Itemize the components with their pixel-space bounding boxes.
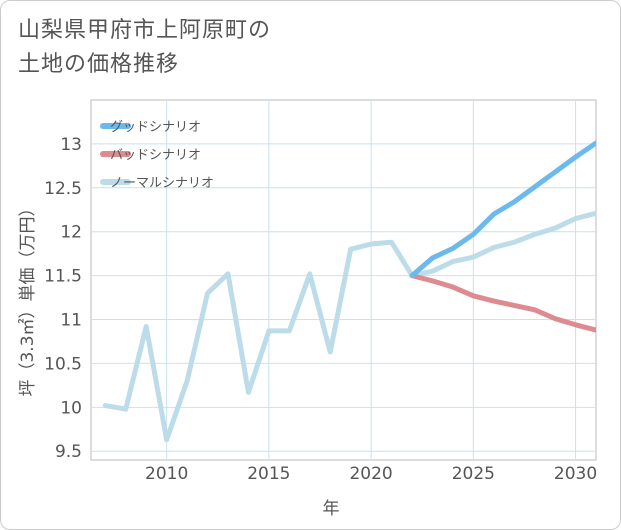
x-tick-label: 2025 xyxy=(452,464,495,484)
legend-label-1: バッドシナリオ xyxy=(110,148,201,163)
y-tick-label: 11 xyxy=(60,311,82,331)
y-tick-label: 10 xyxy=(60,398,82,418)
series-line-2 xyxy=(102,210,596,443)
series-lines xyxy=(102,140,596,443)
chart-title-line-2: 土地の価格推移 xyxy=(18,52,180,77)
y-tick-label: 12.5 xyxy=(44,179,82,199)
legend-label-2: ノーマルシナリオ xyxy=(110,176,214,191)
y-tick-label: 11.5 xyxy=(44,267,82,287)
y-tick-label: 13 xyxy=(60,135,82,155)
y-axis-ticks: 9.5 10 10.5 11 11.5 12 12.5 13 xyxy=(44,135,82,462)
y-tick-label: 10.5 xyxy=(44,354,82,374)
x-axis-label: 年 xyxy=(323,499,340,519)
series-line-0 xyxy=(409,140,596,279)
y-tick-label: 12 xyxy=(60,223,82,243)
series-line-1 xyxy=(409,273,596,333)
x-tick-label: 2010 xyxy=(145,464,188,484)
y-tick-label: 9.5 xyxy=(55,442,82,462)
chart-title: 山梨県甲府市上阿原町の 土地の価格推移 xyxy=(18,14,438,82)
x-tick-label: 2015 xyxy=(247,464,290,484)
chart-title-line-1: 山梨県甲府市上阿原町の xyxy=(18,18,272,43)
x-axis-ticks: 2010 2015 2020 2025 2030 xyxy=(145,464,597,484)
x-tick-label: 2030 xyxy=(554,464,597,484)
x-tick-label: 2020 xyxy=(349,464,392,484)
grid-lines xyxy=(91,100,596,460)
y-axis-label: 坪（3.3㎡）単価（万円） xyxy=(18,199,38,396)
legend-label-0: グッドシナリオ xyxy=(110,120,201,135)
